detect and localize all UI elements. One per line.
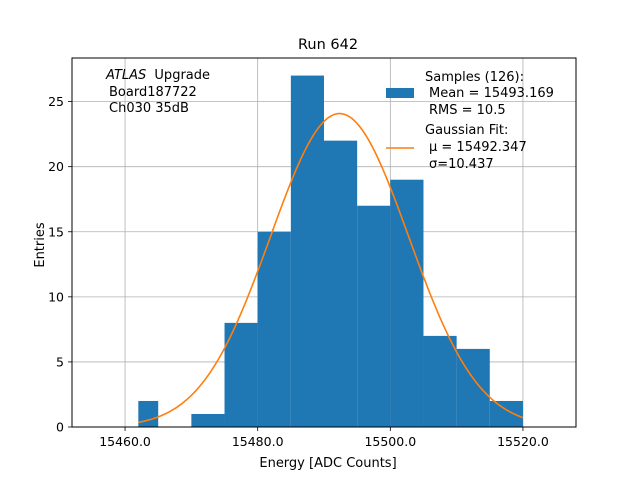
histogram-bar [191,413,225,427]
axis-ticks: 15460.0 15480.0 15500.0 15520.0 0 5 10 15 20 25 [48,94,549,449]
x-tick-label: 15480.0 [232,434,284,449]
chart-title: Run 642 [298,37,358,53]
annotation-box: ATLAS Upgrade Board187722 Ch030 35dB [105,68,210,116]
y-tick-label: 0 [56,420,64,435]
annotation-board: Board187722 [109,85,197,100]
y-tick-label: 10 [48,289,64,304]
y-tick-label: 15 [48,224,64,239]
legend-fit-mu: μ = 15492.347 [429,140,527,155]
plot-frame [71,57,577,428]
legend-samples-rms: RMS = 10.5 [429,103,506,118]
histogram-bar [257,231,291,427]
histogram-bar [357,205,391,427]
histogram-bar [324,140,358,427]
histogram-bar [489,400,523,427]
legend-fit-header: Gaussian Fit: [425,123,508,138]
histogram-bar [390,179,424,427]
histogram-bar [290,75,324,428]
legend: Samples (126): Mean = 15493.169 RMS = 10… [386,70,554,172]
x-tick-label: 15460.0 [99,434,151,449]
histogram-bars [138,75,523,428]
y-tick-label: 5 [56,354,64,369]
histogram-bar [224,322,258,427]
x-tick-label: 15520.0 [497,434,549,449]
x-tick-label: 15500.0 [364,434,416,449]
gaussian-fit [138,112,524,424]
y-tick-label: 20 [48,159,64,174]
annotation-channel: Ch030 35dB [109,101,189,116]
legend-fit-sigma: σ=10.437 [429,157,494,172]
annotation-upgrade: Upgrade [154,68,210,83]
legend-samples-mean: Mean = 15493.169 [429,86,554,101]
annotation-atlas: ATLAS [105,68,146,83]
y-axis-label: Entries [33,222,48,268]
legend-samples-header: Samples (126): [425,70,524,85]
histogram-bar [138,400,159,427]
svg-text:ATLAS Upgrade: ATLAS Upgrade [105,68,210,83]
histogram-bar [423,335,457,427]
gaussian-fit-curve [138,112,524,424]
legend-samples-swatch [386,88,414,98]
y-tick-label: 25 [48,94,64,109]
x-axis-label: Energy [ADC Counts] [259,456,396,471]
